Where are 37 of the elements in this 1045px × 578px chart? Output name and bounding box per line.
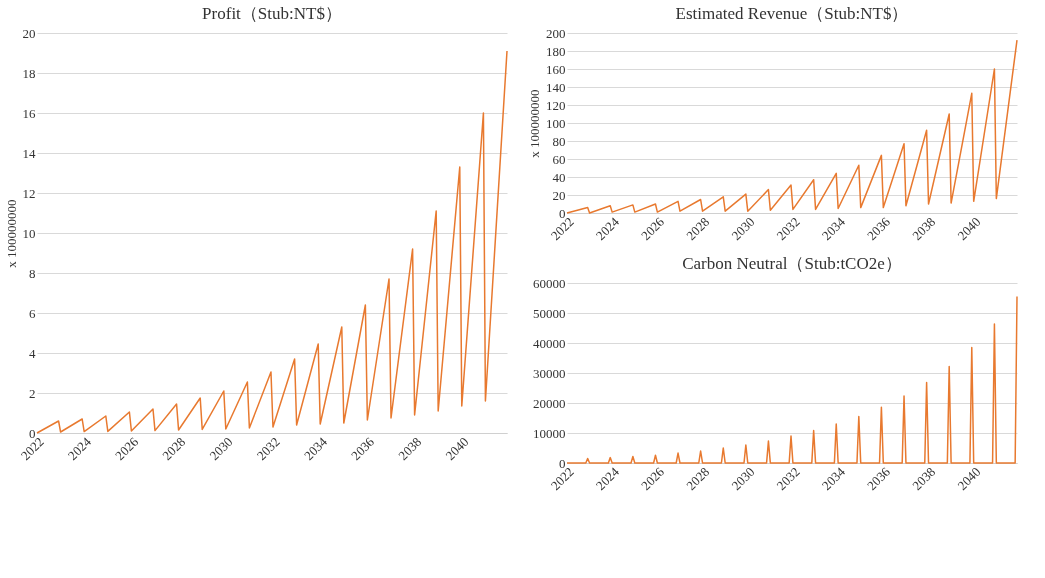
y-tick-label: 20000 <box>533 395 566 411</box>
y-tick-label: 40000 <box>533 335 566 351</box>
y-tick-label: 2 <box>29 385 36 401</box>
y-tick-label: 8 <box>29 265 36 281</box>
y-tick-label: 180 <box>546 43 566 59</box>
y-tick-label: 30000 <box>533 365 566 381</box>
y-tick-label: 20 <box>22 25 36 41</box>
y-tick-label: 50000 <box>533 305 566 321</box>
line-series <box>566 39 1018 214</box>
y-tick-label: 12 <box>22 185 36 201</box>
y-tick-label: 140 <box>546 79 566 95</box>
chart-title: Profit（Stub:NT$） <box>202 4 342 23</box>
y-tick-label: 20 <box>552 187 566 203</box>
y-tick-label: 160 <box>546 61 566 77</box>
y-tick-label: 10 <box>22 225 36 241</box>
y-axis-title: x 100000000 <box>527 89 542 158</box>
y-tick-label: 60 <box>552 151 566 167</box>
y-tick-label: 4 <box>29 345 36 361</box>
line-series <box>36 50 508 434</box>
y-tick-label: 80 <box>552 133 566 149</box>
chart-title: Estimated Revenue（Stub:NT$） <box>675 4 909 23</box>
y-tick-label: 0 <box>559 455 566 471</box>
y-tick-label: 14 <box>22 145 36 161</box>
y-tick-label: 100 <box>546 115 566 131</box>
y-tick-label: 200 <box>546 25 566 41</box>
y-tick-label: 60000 <box>533 275 566 291</box>
line-series <box>566 295 1018 464</box>
y-tick-label: 16 <box>22 105 36 121</box>
y-tick-label: 10000 <box>533 425 566 441</box>
y-tick-label: 40 <box>552 169 566 185</box>
y-tick-label: 0 <box>29 425 36 441</box>
y-tick-label: 0 <box>559 205 566 221</box>
y-tick-label: 18 <box>22 65 36 81</box>
y-tick-label: 120 <box>546 97 566 113</box>
y-tick-label: 6 <box>29 305 36 321</box>
chart-title: Carbon Neutral（Stub:tCO2e） <box>682 254 902 273</box>
y-axis-title: x 100000000 <box>3 199 19 268</box>
